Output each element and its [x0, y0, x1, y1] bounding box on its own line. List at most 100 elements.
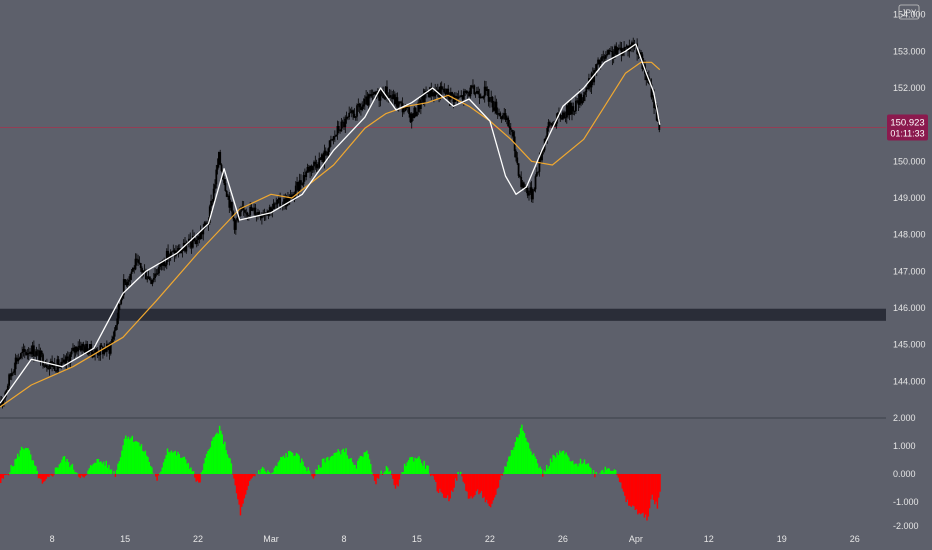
oscillator-bar	[155, 474, 157, 477]
candle	[120, 296, 123, 306]
candle	[456, 93, 459, 105]
candle	[573, 110, 576, 116]
oscillator-bar	[392, 474, 394, 479]
time-tick-label: 12	[704, 534, 714, 544]
candle	[608, 47, 611, 55]
oscillator-bar	[343, 452, 346, 474]
candle	[257, 208, 259, 220]
candle	[326, 151, 328, 160]
candle	[427, 91, 430, 98]
candle	[44, 360, 47, 368]
oscillator-bar	[80, 474, 83, 476]
candle	[561, 110, 564, 121]
candle	[328, 140, 331, 153]
oscillator-bar	[341, 449, 343, 474]
candle	[181, 248, 184, 258]
oscillator-bar	[450, 474, 453, 491]
oscillator-bar	[383, 472, 385, 474]
oscillator-bar	[454, 474, 457, 479]
oscillator-axis[interactable]: 2.000 1.000 0.000 -1.000 -2.000	[893, 413, 919, 531]
oscillator-bar	[254, 474, 256, 477]
oscillator-bar	[542, 474, 544, 477]
oscillator-bar	[332, 455, 334, 474]
oscillator-bar	[22, 448, 24, 474]
candle	[217, 151, 220, 168]
oscillator-bar	[489, 474, 492, 508]
candle	[155, 269, 158, 277]
oscillator-bar	[358, 458, 360, 474]
candle	[515, 149, 517, 162]
candle	[406, 106, 409, 113]
candle	[197, 232, 199, 246]
candle	[507, 115, 510, 127]
oscillator-bar	[82, 474, 84, 477]
oscillator-bar	[289, 450, 291, 474]
oscillator-bar	[362, 456, 364, 474]
oscillator-bar	[175, 455, 178, 474]
candle	[367, 93, 370, 111]
oscillator-bar	[31, 460, 33, 474]
time-axis[interactable]: 8 15 22 Mar 8 15 22 26 Apr 12 19 26	[50, 534, 860, 544]
currency-badge[interactable]: JPY	[898, 4, 920, 20]
oscillator-tick-label: -2.000	[893, 521, 919, 531]
oscillator-bar	[139, 446, 141, 474]
candle	[393, 91, 396, 106]
candle	[379, 88, 382, 107]
oscillator-bar	[303, 466, 306, 474]
oscillator-bar	[92, 463, 94, 474]
candle	[469, 85, 472, 99]
candle	[350, 106, 353, 118]
oscillator-bar	[592, 470, 595, 474]
time-tick-label: 8	[50, 534, 55, 544]
oscillator-bar	[273, 467, 276, 474]
oscillator-bar	[540, 468, 543, 474]
candle	[582, 91, 585, 103]
candle	[274, 201, 276, 210]
oscillator-bar	[97, 458, 100, 474]
oscillator-bar	[604, 466, 607, 474]
oscillator-bar	[406, 462, 408, 474]
oscillator-bar	[216, 432, 218, 474]
oscillator-bar	[277, 462, 279, 474]
oscillator-bar	[617, 474, 620, 478]
oscillator-bar	[641, 474, 643, 514]
oscillator-bar	[582, 462, 584, 474]
oscillator-bar	[145, 455, 148, 474]
oscillator-bar	[631, 474, 634, 506]
oscillator-bar	[297, 453, 299, 474]
oscillator-bar	[286, 457, 289, 474]
candle	[254, 203, 257, 217]
oscillator-bar	[453, 474, 455, 488]
oscillator-bar	[241, 474, 243, 507]
candle	[612, 49, 615, 64]
oscillator-bar	[106, 467, 109, 474]
candle	[10, 368, 13, 381]
oscillator-bar	[65, 461, 67, 474]
oscillator-bar	[639, 474, 642, 515]
oscillator-bar	[568, 457, 570, 474]
candle	[296, 176, 298, 192]
candle	[240, 205, 242, 217]
candle	[309, 165, 311, 179]
oscillator-bar	[252, 474, 255, 477]
candle	[19, 352, 22, 360]
price-axis[interactable]: 144.000 145.000 146.000 147.000 148.000 149.0…	[893, 10, 926, 387]
candle	[156, 268, 159, 276]
oscillator-bar	[350, 458, 352, 474]
oscillator-bar	[363, 452, 365, 474]
oscillator-bar	[465, 474, 467, 491]
oscillator-bar	[24, 447, 27, 474]
oscillator-bar	[578, 463, 580, 474]
candle	[117, 301, 120, 324]
candle	[489, 97, 491, 108]
oscillator-bar	[626, 474, 629, 500]
candle	[337, 121, 340, 134]
candle	[446, 88, 448, 100]
oscillator-bar	[41, 474, 44, 484]
oscillator-bar	[67, 462, 70, 474]
candle	[522, 181, 525, 190]
candle	[360, 102, 362, 116]
oscillator-bar	[140, 444, 143, 474]
candle	[147, 270, 150, 280]
